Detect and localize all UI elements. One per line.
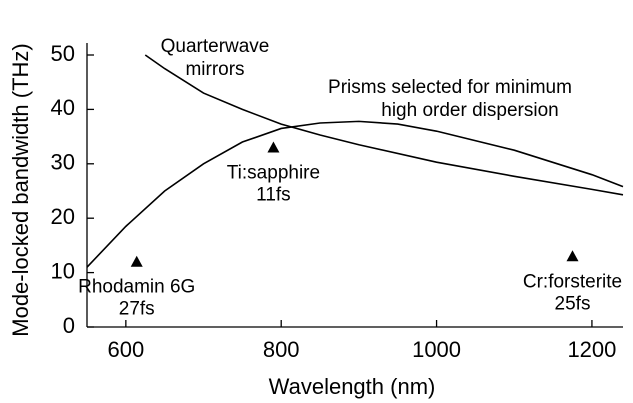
x-tick-label: 600 <box>107 337 144 362</box>
y-tick-label: 0 <box>63 313 75 338</box>
annotation: Prisms selected for minimum <box>328 77 572 98</box>
x-tick-label: 1200 <box>567 337 616 362</box>
y-tick-label: 20 <box>51 204 75 229</box>
marker <box>566 250 579 262</box>
marker-label: 25fs <box>555 293 591 314</box>
marker-label: 27fs <box>119 299 155 320</box>
line <box>86 120 624 268</box>
y-tick-label: 40 <box>51 95 75 120</box>
x-tick-label: 800 <box>263 337 300 362</box>
annotation: high order dispersion <box>381 100 558 121</box>
annotation: Quarterwave <box>161 36 270 57</box>
x-axis-label: Wavelength (nm) <box>269 374 436 399</box>
marker-label: Cr:forsterite <box>523 271 622 292</box>
marker-label: Ti:sapphire <box>227 162 320 183</box>
y-tick-label: 50 <box>51 41 75 66</box>
marker <box>267 141 280 153</box>
y-tick-label: 30 <box>51 150 75 175</box>
marker-label: 11fs <box>256 184 291 205</box>
line <box>144 54 624 196</box>
marker-label: Rhodamin 6G <box>78 277 195 298</box>
x-tick-label: 1000 <box>412 337 461 362</box>
annotation: mirrors <box>185 59 244 80</box>
y-axis-label: Mode-locked bandwidth (THz) <box>8 43 33 336</box>
marker <box>130 255 143 267</box>
y-tick-label: 10 <box>51 258 75 283</box>
